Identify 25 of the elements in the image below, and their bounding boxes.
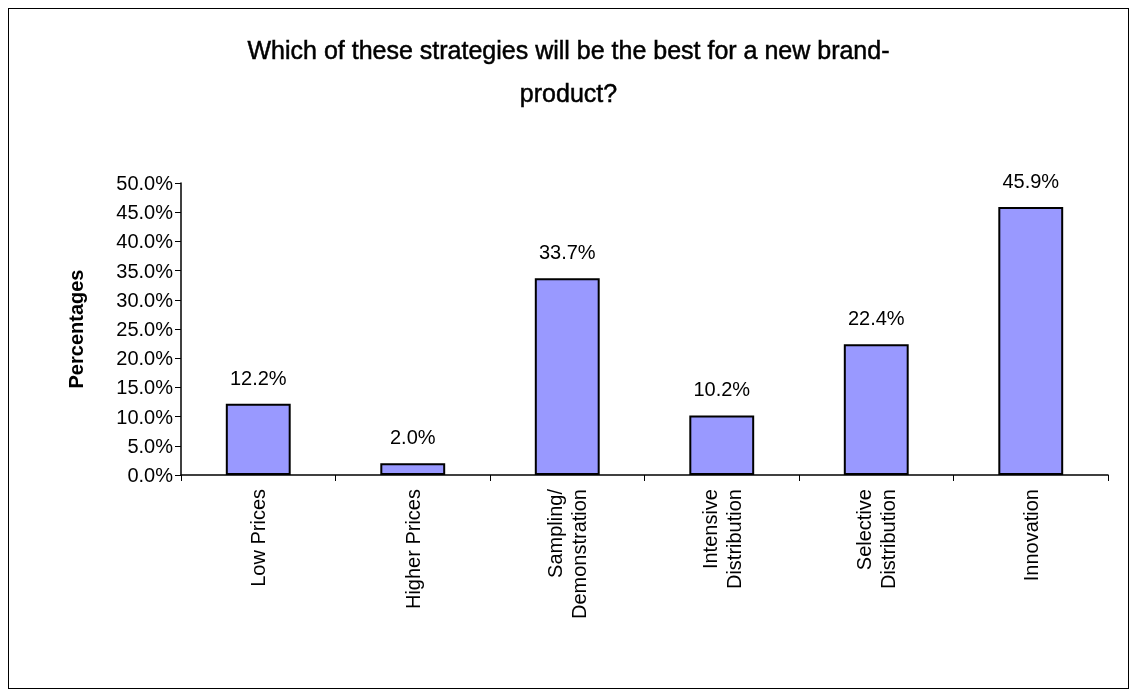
y-axis-title: Percentages xyxy=(65,269,87,389)
y-tick-label: 30.0% xyxy=(116,288,174,311)
y-tick-label: 45.0% xyxy=(116,201,174,224)
y-tick-label: 25.0% xyxy=(116,318,174,340)
x-tick-label: Low Prices xyxy=(247,489,270,587)
y-tick-label: 15.0% xyxy=(116,376,174,399)
x-tick-label: Selective Distribution xyxy=(853,489,900,590)
data-label: 12.2% xyxy=(229,366,287,389)
x-tick-label: Intensive Distribution xyxy=(698,489,745,590)
y-tick-label: 35.0% xyxy=(116,259,174,282)
data-label: 45.9% xyxy=(1002,169,1060,192)
data-label: 33.7% xyxy=(538,241,596,264)
y-tick-label: 0.0% xyxy=(127,464,174,486)
y-tick-label: 5.0% xyxy=(127,434,174,457)
x-tick-label: Sampling/ Demonstration xyxy=(544,488,591,620)
x-tick-label: Innovation xyxy=(1019,489,1042,582)
y-tick-label: 10.0% xyxy=(116,405,174,428)
data-label: 2.0% xyxy=(389,426,436,449)
y-tick-label: 40.0% xyxy=(116,230,174,253)
x-tick-label: Higher Prices xyxy=(401,489,424,610)
y-tick-label: 20.0% xyxy=(116,347,174,370)
chart-title: Which of these strategies will be the best for a new brand- product? xyxy=(247,35,890,107)
data-label: 10.2% xyxy=(693,378,751,401)
data-label: 22.4% xyxy=(847,307,905,330)
y-tick-label: 50.0% xyxy=(116,172,174,194)
